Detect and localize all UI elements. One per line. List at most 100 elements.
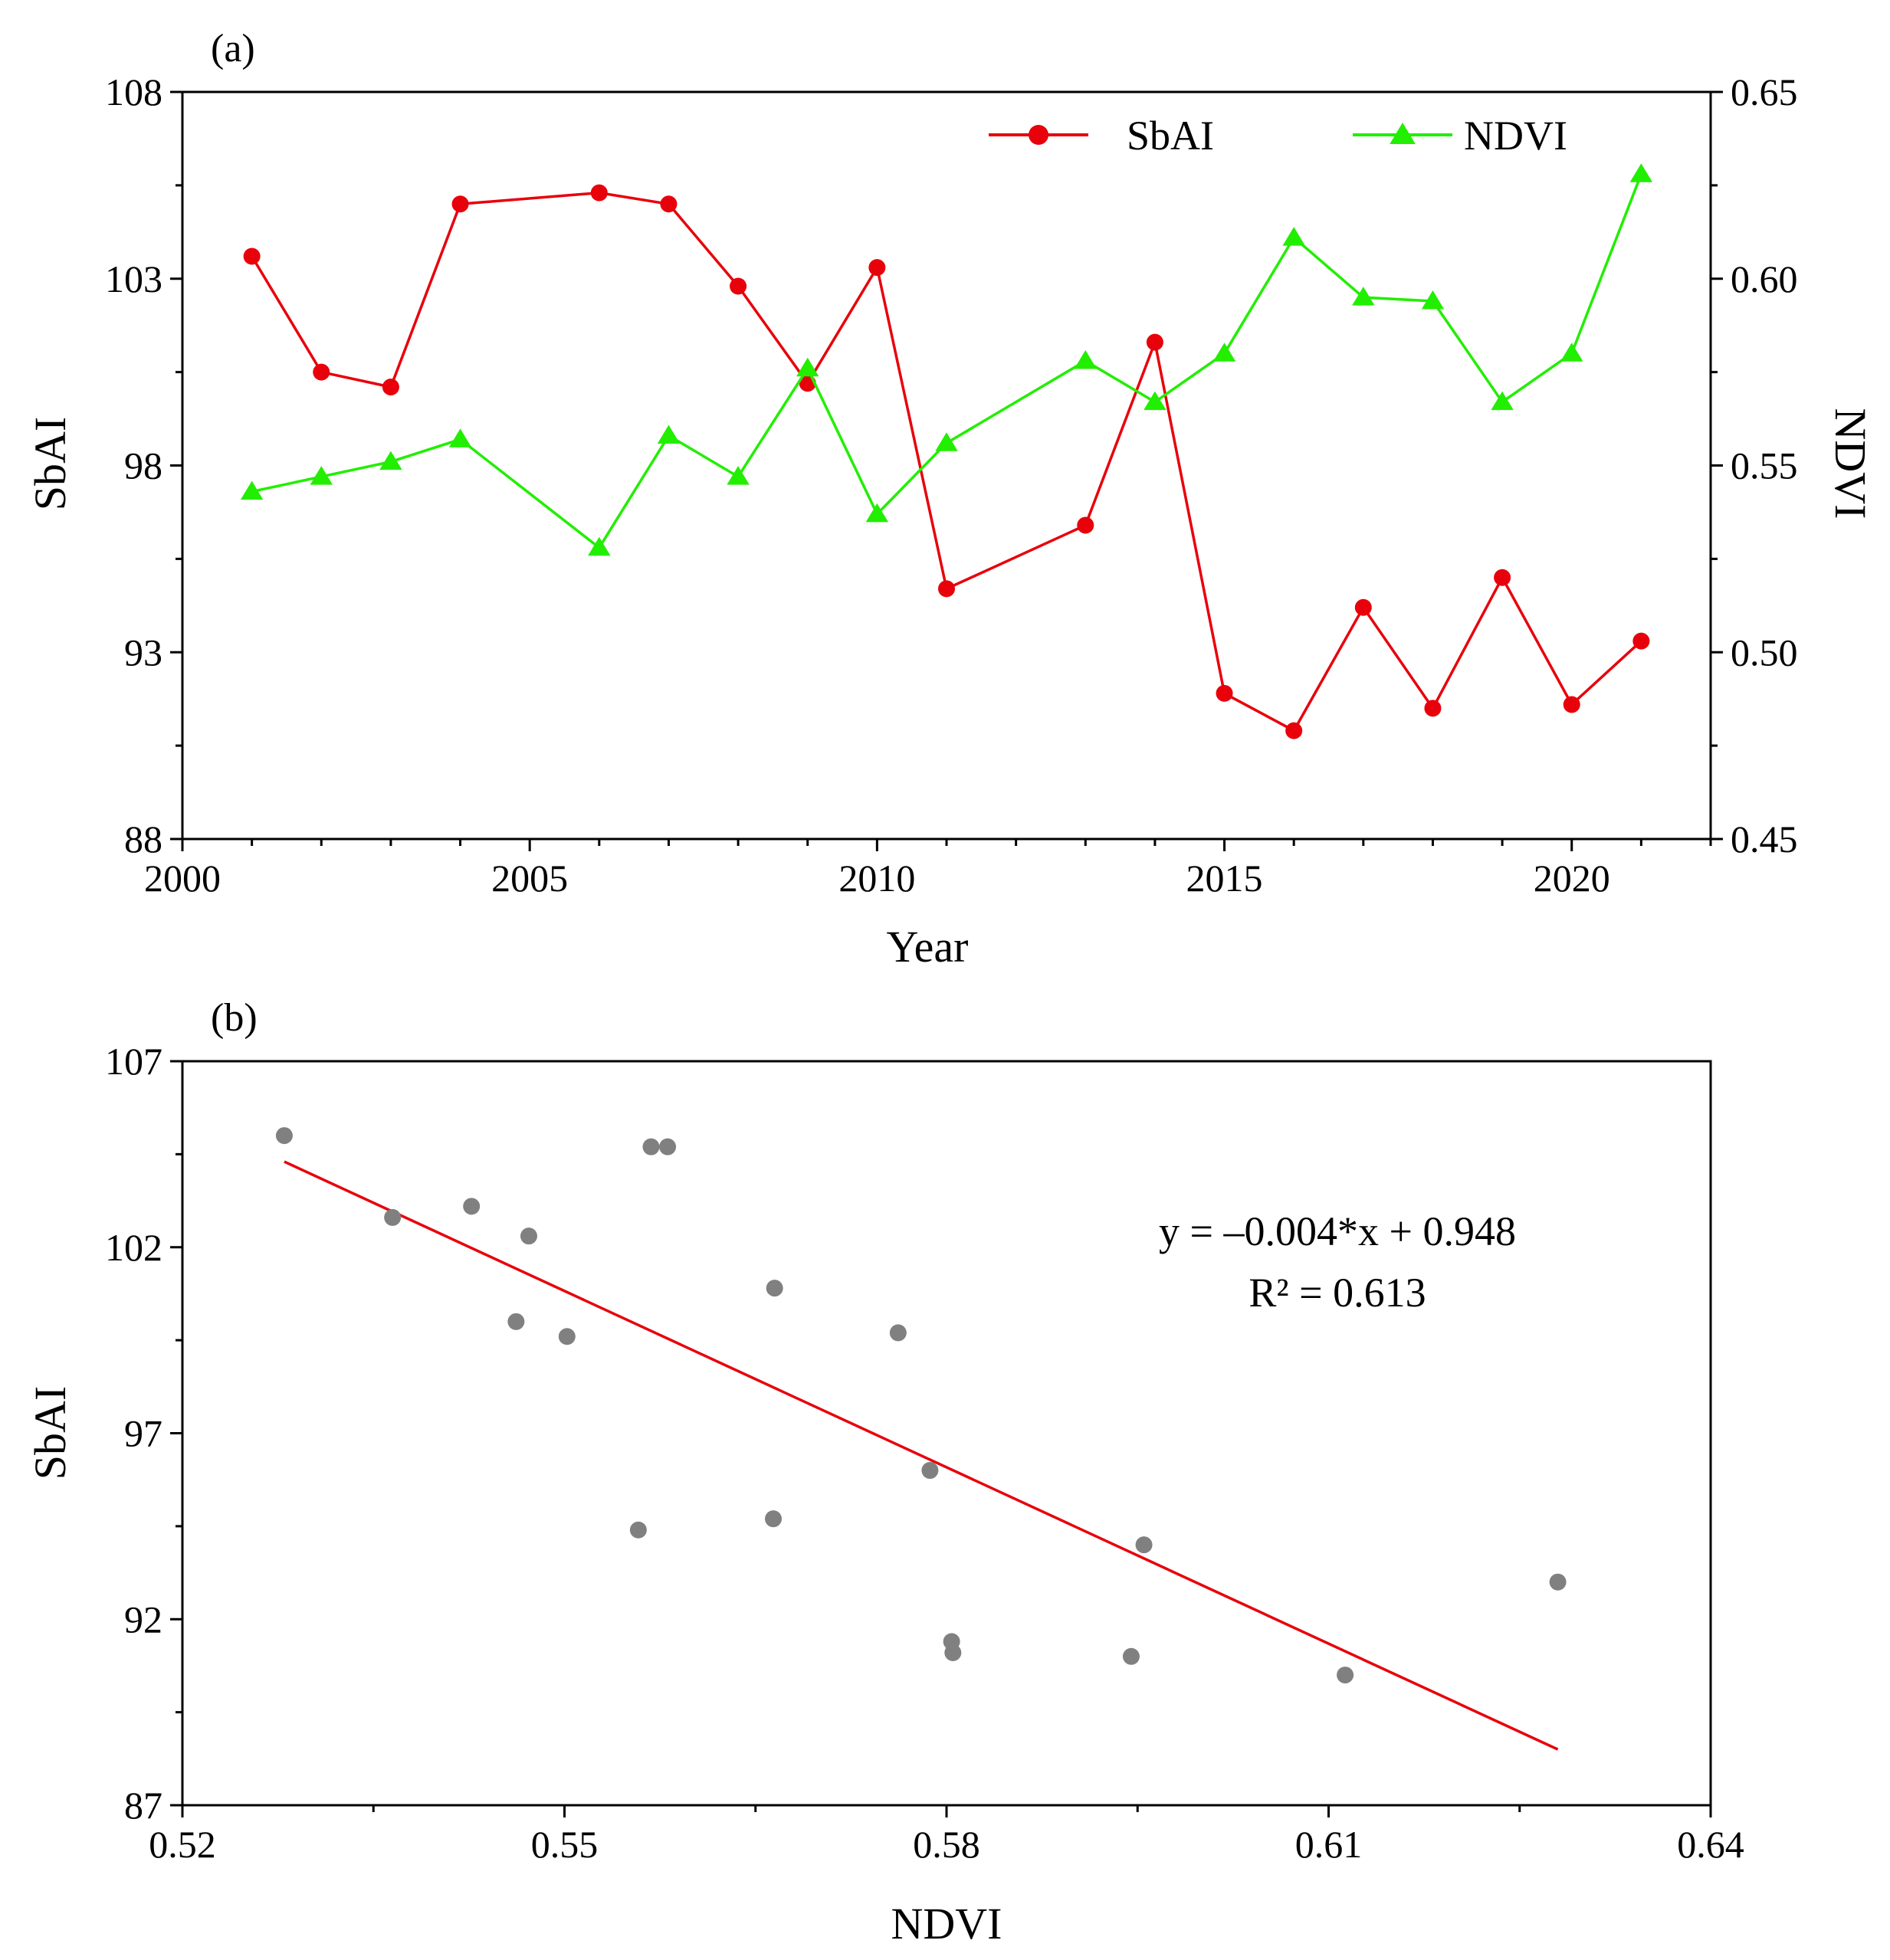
scatter-point bbox=[1337, 1667, 1354, 1684]
ndvi-point bbox=[310, 466, 333, 485]
x-tick-label: 2020 bbox=[1534, 857, 1610, 900]
scatter-point bbox=[384, 1208, 402, 1226]
y2-tick-label: 0.55 bbox=[1731, 444, 1798, 487]
x-tick-label: 0.58 bbox=[913, 1823, 980, 1866]
panel-b-plot: 0.52 0.55 0.58 0.61 0.64 87 92 97 102 107 bbox=[105, 1040, 1744, 1866]
regression-equation: y = –0.004*x + 0.948 bbox=[1159, 1208, 1516, 1254]
sbai-point bbox=[660, 195, 678, 213]
sbai-point bbox=[313, 363, 330, 381]
scatter-point bbox=[944, 1644, 962, 1661]
y-tick-label: 93 bbox=[124, 631, 162, 674]
panel-a-plot: 2000 2005 2010 2015 2020 88 93 98 103 108 0.45 0.50… bbox=[105, 70, 1798, 900]
sbai-point bbox=[1494, 569, 1511, 586]
ndvi-point bbox=[448, 428, 472, 447]
ndvi-point bbox=[796, 357, 819, 377]
y2-tick-label: 0.65 bbox=[1731, 70, 1798, 113]
x-tick-label: 2010 bbox=[838, 857, 915, 900]
ndvi-point bbox=[657, 424, 681, 444]
sbai-point bbox=[1216, 684, 1233, 702]
sbai-point bbox=[590, 184, 608, 202]
sbai-point bbox=[1146, 333, 1163, 351]
ndvi-point bbox=[1629, 163, 1653, 182]
x-tick-label: 2005 bbox=[491, 857, 568, 900]
legend-sbai-marker bbox=[1029, 125, 1048, 145]
y-tick-label: 103 bbox=[105, 257, 162, 300]
ndvi-point bbox=[935, 432, 958, 451]
y-tick-label: 108 bbox=[105, 70, 162, 113]
x-tick-label: 0.61 bbox=[1295, 1823, 1363, 1866]
sbai-point bbox=[868, 259, 886, 277]
x-tick-label: 0.64 bbox=[1677, 1823, 1744, 1866]
panel-b-label: (b) bbox=[211, 996, 258, 1040]
y-tick-label: 107 bbox=[105, 1040, 162, 1083]
ndvi-point bbox=[588, 536, 611, 556]
sbai-series-line bbox=[251, 191, 1642, 733]
panel-a-frame bbox=[181, 90, 1712, 841]
sbai-point bbox=[1563, 696, 1580, 713]
legend-sbai-label: SbAI bbox=[1127, 113, 1214, 159]
scatter-point bbox=[1122, 1647, 1140, 1665]
regression-line bbox=[284, 1160, 1559, 1751]
ndvi-point bbox=[1421, 290, 1445, 310]
y2-tick-label: 0.50 bbox=[1731, 631, 1798, 674]
y-tick-label: 97 bbox=[124, 1412, 162, 1455]
ndvi-point bbox=[240, 480, 264, 500]
sbai-point bbox=[451, 195, 469, 213]
panel-a-y2-axis-title: NDVI bbox=[1826, 408, 1875, 519]
panel-a-x-axis-title: Year bbox=[887, 922, 969, 972]
scatter-point bbox=[766, 1280, 783, 1297]
scatter-point bbox=[765, 1510, 783, 1528]
x-tick-label: 2015 bbox=[1186, 857, 1263, 900]
ndvi-point bbox=[1491, 391, 1514, 411]
x-tick-label: 2000 bbox=[144, 857, 221, 900]
ndvi-point bbox=[379, 451, 402, 470]
sbai-point bbox=[1077, 516, 1094, 534]
ndvi-point bbox=[727, 466, 750, 485]
scatter-point bbox=[642, 1138, 660, 1155]
scatter-point bbox=[629, 1521, 647, 1539]
sbai-point bbox=[1285, 722, 1303, 739]
scatter-point bbox=[1549, 1573, 1567, 1591]
sbai-point bbox=[243, 247, 261, 265]
sbai-point bbox=[1632, 632, 1650, 650]
ndvi-point bbox=[1560, 343, 1583, 362]
r-squared-label: R² = 0.613 bbox=[1249, 1270, 1426, 1316]
y2-tick-label: 0.60 bbox=[1731, 257, 1798, 300]
x-tick-label: 0.55 bbox=[531, 1823, 599, 1866]
scatter-point bbox=[1135, 1536, 1153, 1554]
panel-b-frame bbox=[181, 1060, 1712, 1807]
scatter-point bbox=[463, 1198, 481, 1215]
y-tick-label: 87 bbox=[124, 1784, 162, 1827]
scatter-point bbox=[520, 1227, 537, 1245]
y-tick-label: 98 bbox=[124, 444, 162, 487]
sbai-point bbox=[1354, 598, 1372, 616]
ndvi-point bbox=[1212, 343, 1236, 362]
ndvi-point bbox=[1074, 350, 1097, 369]
y2-tick-label: 0.45 bbox=[1731, 818, 1798, 860]
ndvi-point bbox=[865, 503, 889, 523]
sbai-point bbox=[382, 379, 399, 396]
y-tick-label: 102 bbox=[105, 1226, 162, 1269]
scatter-point bbox=[558, 1328, 576, 1345]
panel-a-y-axis-title: SbAI bbox=[25, 417, 75, 510]
sbai-point bbox=[938, 580, 955, 598]
scatter-point bbox=[507, 1313, 525, 1330]
scatter-point bbox=[659, 1138, 677, 1155]
panel-b-y-axis-title: SbAI bbox=[25, 1386, 75, 1480]
ndvi-point bbox=[1282, 227, 1305, 246]
y-tick-label: 88 bbox=[124, 818, 162, 860]
scatter-point bbox=[275, 1127, 293, 1145]
scatter-point bbox=[921, 1462, 939, 1480]
ndvi-point bbox=[1144, 391, 1166, 411]
legend-ndvi-label: NDVI bbox=[1464, 113, 1567, 159]
sbai-point bbox=[730, 277, 747, 295]
legend-ndvi-marker bbox=[1390, 123, 1416, 144]
panel-a-label: (a) bbox=[211, 27, 255, 70]
scatter-point bbox=[889, 1324, 907, 1342]
panel-b-x-axis-title: NDVI bbox=[891, 1899, 1002, 1949]
x-tick-label: 0.52 bbox=[149, 1823, 216, 1866]
ndvi-series-line bbox=[251, 173, 1643, 549]
ndvi-point bbox=[1352, 287, 1375, 306]
y-tick-label: 92 bbox=[124, 1598, 162, 1640]
